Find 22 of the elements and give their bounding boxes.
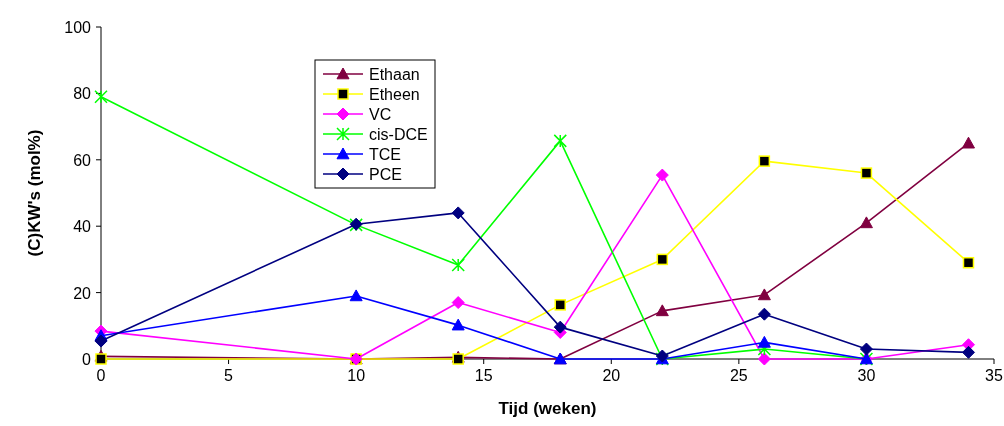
- x-tick-label: 0: [96, 367, 106, 384]
- x-tick-label: 30: [857, 367, 876, 384]
- x-tick-label: 20: [602, 367, 621, 384]
- y-tick-label: 100: [64, 19, 92, 36]
- x-tick-label: 5: [224, 367, 234, 384]
- y-tick-label: 80: [73, 85, 92, 103]
- legend-label: Etheen: [369, 86, 420, 103]
- legend-label: Ethaan: [369, 66, 420, 83]
- y-tick-label: 20: [73, 284, 92, 302]
- x-tick-label: 25: [729, 367, 748, 384]
- y-tick-label: 0: [82, 351, 92, 368]
- x-tick-label: 10: [347, 367, 366, 384]
- legend-label: PCE: [369, 166, 402, 183]
- legend-label: cis-DCE: [369, 126, 428, 143]
- y-tick-label: 60: [73, 151, 92, 169]
- legend-label: VC: [369, 106, 392, 123]
- legend-label: TCE: [369, 146, 401, 163]
- x-tick-label: 35: [985, 367, 1003, 384]
- y-axis-title: (C)KW's (mol%): [25, 129, 44, 257]
- x-axis-title: Tijd (weken): [498, 399, 597, 418]
- y-tick-label: 40: [73, 218, 92, 236]
- x-tick-label: 15: [474, 367, 493, 384]
